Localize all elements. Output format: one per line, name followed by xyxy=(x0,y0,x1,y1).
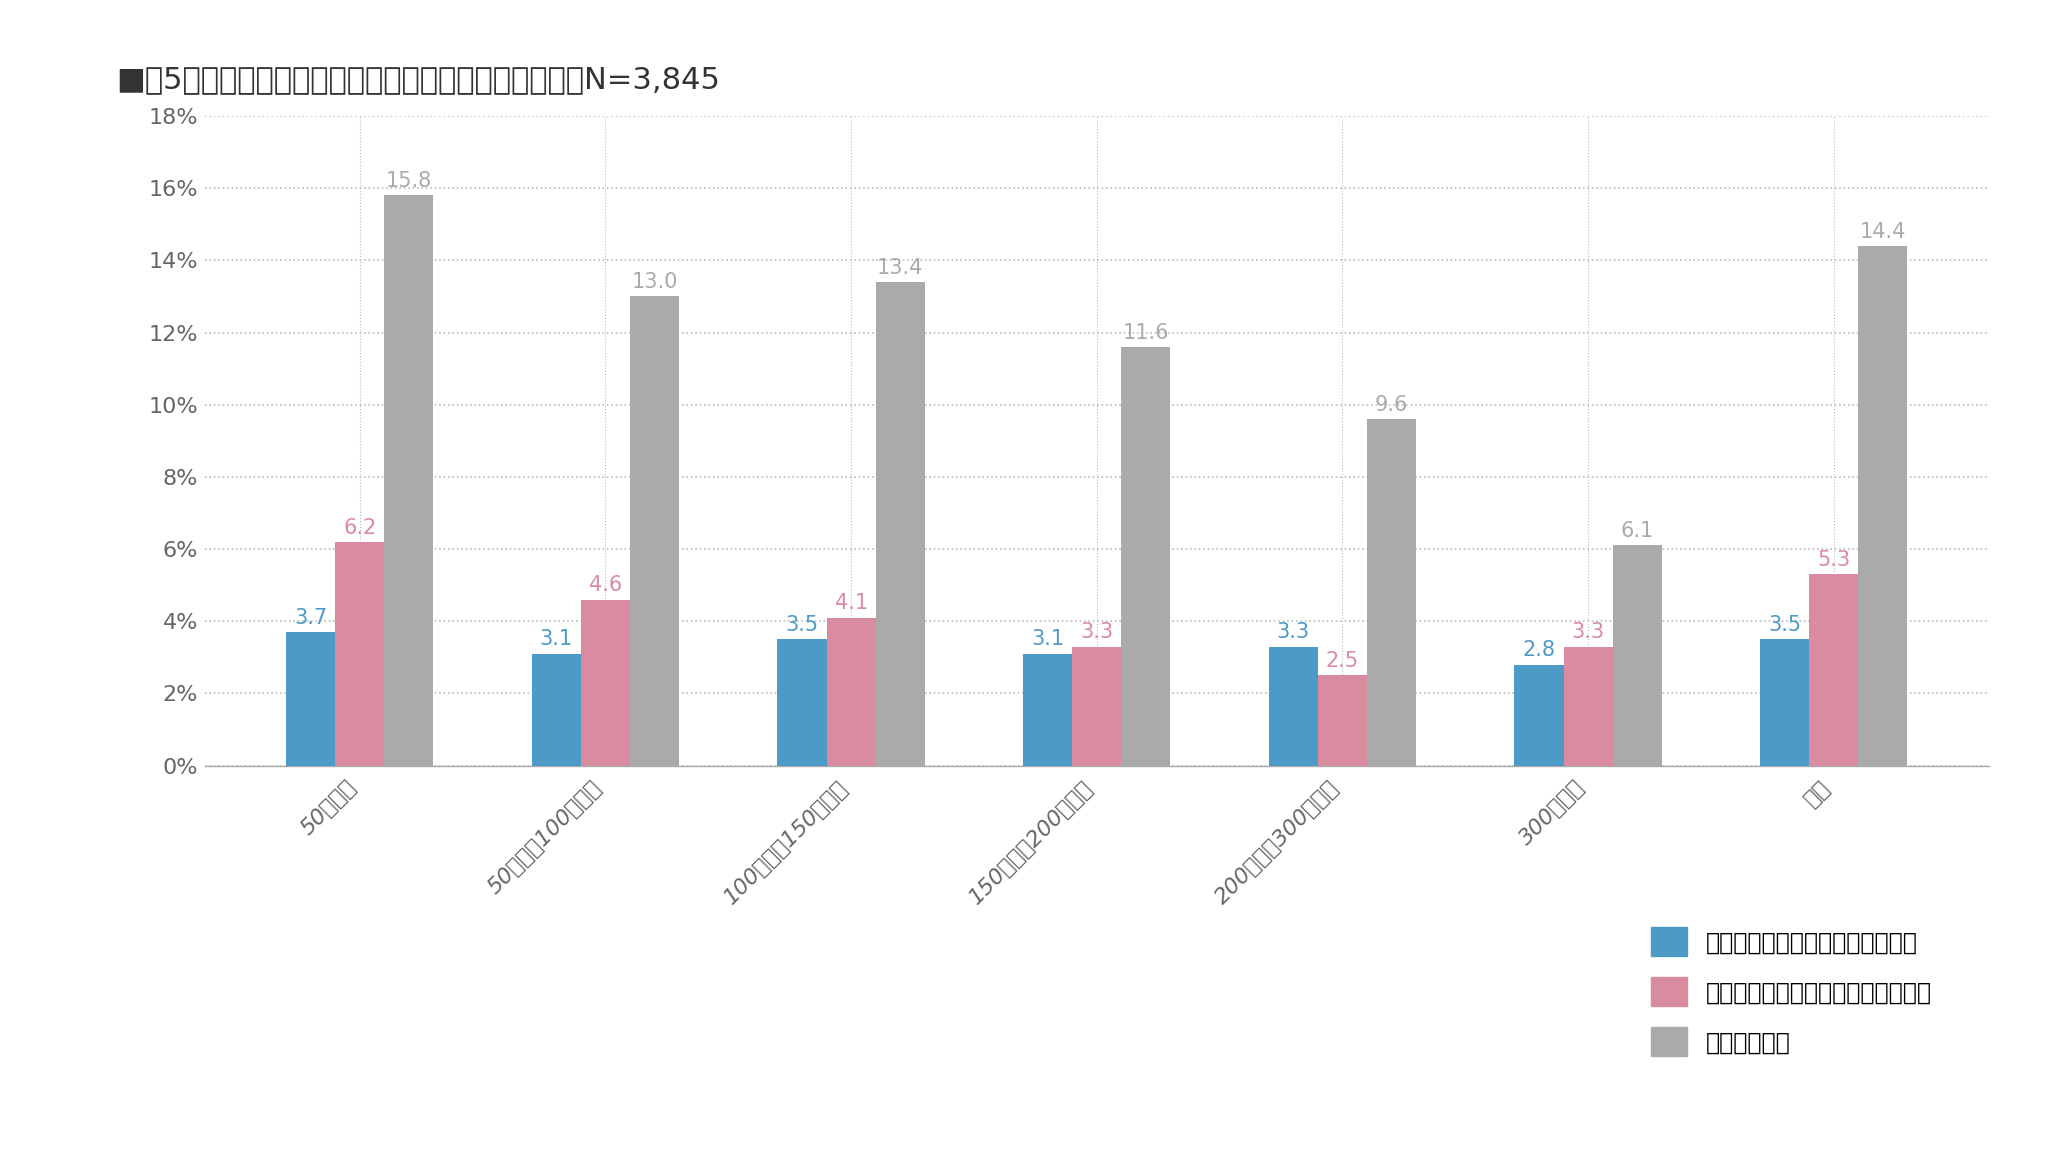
Bar xyxy=(1023,654,1072,766)
Text: 9.6: 9.6 xyxy=(1376,394,1408,415)
Bar xyxy=(1564,646,1613,766)
Bar xyxy=(1515,665,1564,766)
Bar xyxy=(1761,639,1810,766)
Bar xyxy=(1072,646,1121,766)
Legend: 平均／雑排水管清掃連続未実施率, 平均／消防用設備点検連続未実施率, 平均／賃貸率: 平均／雑排水管清掃連続未実施率, 平均／消防用設備点検連続未実施率, 平均／賃貸… xyxy=(1642,918,1941,1066)
Text: 3.3: 3.3 xyxy=(1080,622,1113,643)
Text: 4.1: 4.1 xyxy=(834,593,867,614)
Bar xyxy=(629,297,679,766)
Bar xyxy=(580,600,629,766)
Bar xyxy=(383,195,433,766)
Text: 14.4: 14.4 xyxy=(1859,222,1907,241)
Bar xyxy=(287,632,336,766)
Text: 3.7: 3.7 xyxy=(293,608,328,628)
Bar xyxy=(1269,646,1318,766)
Text: 15.8: 15.8 xyxy=(385,171,433,191)
Text: 13.0: 13.0 xyxy=(631,273,679,292)
Bar xyxy=(531,654,580,766)
Text: ■図5　外部区分所有者率と連続未実施率（戸数帯別）N=3,845: ■図5 外部区分所有者率と連続未実施率（戸数帯別）N=3,845 xyxy=(115,65,720,94)
Text: 4.6: 4.6 xyxy=(588,575,621,595)
Text: 3.5: 3.5 xyxy=(785,615,818,635)
Text: 6.2: 6.2 xyxy=(342,517,377,537)
Bar xyxy=(1857,246,1906,766)
Text: 3.3: 3.3 xyxy=(1572,622,1605,643)
Bar xyxy=(875,282,925,766)
Text: 6.1: 6.1 xyxy=(1622,521,1654,541)
Bar xyxy=(777,639,826,766)
Bar xyxy=(336,542,383,766)
Bar xyxy=(1613,545,1663,766)
Text: 3.1: 3.1 xyxy=(539,630,572,650)
Bar xyxy=(1318,675,1367,766)
Text: 3.1: 3.1 xyxy=(1031,630,1064,650)
Text: 13.4: 13.4 xyxy=(877,258,922,277)
Text: 11.6: 11.6 xyxy=(1123,322,1168,342)
Bar xyxy=(1810,574,1857,766)
Bar xyxy=(1367,419,1417,766)
Text: 3.5: 3.5 xyxy=(1767,615,1802,635)
Text: 5.3: 5.3 xyxy=(1816,550,1851,570)
Text: 3.3: 3.3 xyxy=(1277,622,1310,643)
Text: 2.8: 2.8 xyxy=(1523,640,1556,660)
Text: 2.5: 2.5 xyxy=(1326,651,1359,670)
Bar xyxy=(1121,347,1171,766)
Bar xyxy=(826,617,875,766)
